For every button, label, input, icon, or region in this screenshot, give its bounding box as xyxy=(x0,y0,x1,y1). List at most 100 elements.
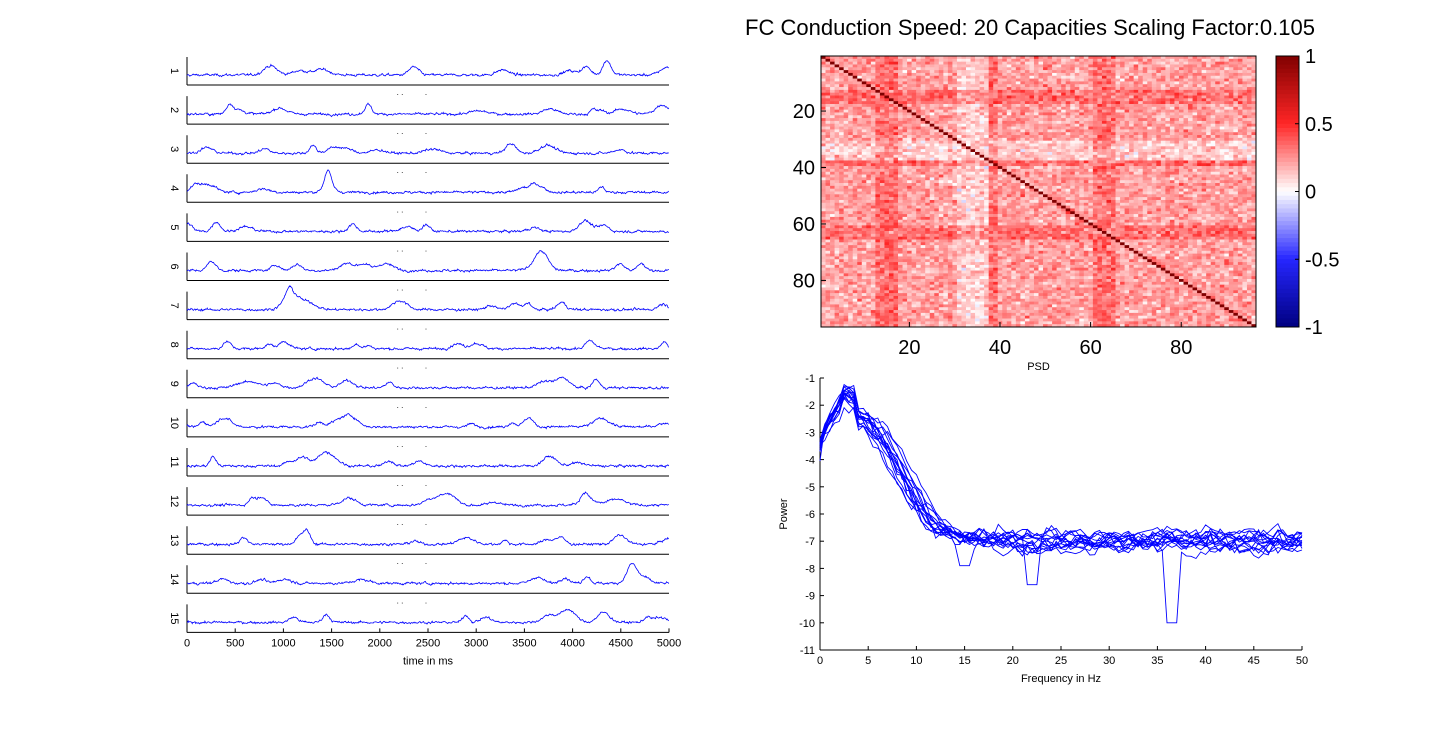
heatmap-cell xyxy=(839,163,844,167)
heatmap-cell xyxy=(1151,126,1157,130)
heatmap-cell xyxy=(1070,140,1076,144)
heatmap-cell xyxy=(956,151,962,156)
heatmap-cell xyxy=(888,154,894,158)
heatmap-cell xyxy=(1074,157,1080,161)
heatmap-cell xyxy=(861,72,867,77)
heatmap-cell xyxy=(938,106,944,110)
heatmap-cell xyxy=(1142,109,1148,113)
heatmap-cell xyxy=(979,140,985,144)
heatmap-cell xyxy=(1043,135,1048,139)
heatmap-cell xyxy=(875,81,881,85)
heatmap-cell xyxy=(1070,109,1076,113)
heatmap-cell xyxy=(1038,143,1044,147)
heatmap-cell xyxy=(1129,166,1134,170)
heatmap-cell xyxy=(956,70,962,74)
heatmap-cell xyxy=(929,180,935,184)
heatmap-cell xyxy=(1061,151,1066,156)
heatmap-cell xyxy=(1074,106,1080,110)
heatmap-cell xyxy=(938,149,944,153)
heatmap-cell xyxy=(1174,118,1180,122)
heatmap-cell xyxy=(925,171,931,175)
heatmap-cell xyxy=(947,61,953,65)
heatmap-cell xyxy=(1070,143,1076,147)
heatmap-cell xyxy=(1056,67,1062,71)
heatmap-cell xyxy=(843,70,849,74)
heatmap-cell xyxy=(848,157,854,161)
trace-line xyxy=(186,219,669,234)
heatmap-cell xyxy=(1106,140,1112,144)
heatmap-cell xyxy=(1142,174,1148,178)
heatmap-cell xyxy=(1201,89,1207,93)
heatmap-cell xyxy=(1224,129,1230,133)
heatmap-cell xyxy=(843,140,849,144)
heatmap-cell xyxy=(934,115,940,119)
heatmap-cell xyxy=(893,75,899,79)
heatmap-cell xyxy=(961,72,967,77)
heatmap-cell xyxy=(1024,188,1030,192)
heatmap-cell xyxy=(929,67,935,71)
heatmap-cell xyxy=(1242,87,1248,91)
heatmap-cell xyxy=(857,183,863,187)
heatmap-cell xyxy=(1006,118,1012,122)
heatmap-cell xyxy=(866,115,872,119)
heatmap-cell xyxy=(1224,143,1230,147)
heatmap-cell xyxy=(1147,163,1153,167)
heatmap-cell xyxy=(866,101,872,105)
x-tick-label: 4000 xyxy=(560,637,584,649)
heatmap-cell xyxy=(875,87,881,91)
heatmap-cell xyxy=(1156,146,1162,150)
heatmap-cell xyxy=(1088,129,1094,133)
heatmap-cell xyxy=(911,194,917,198)
heatmap-cell xyxy=(1188,137,1193,141)
heatmap-cell xyxy=(1237,70,1243,74)
heatmap-cell xyxy=(1242,123,1248,127)
heatmap-cell xyxy=(875,174,881,178)
heatmap-cell xyxy=(1169,146,1175,150)
heatmap-cell xyxy=(988,92,994,96)
heatmap-cell xyxy=(879,160,885,164)
heatmap-cell xyxy=(1111,194,1116,198)
heatmap-cell xyxy=(956,177,962,181)
heatmap-cell xyxy=(843,143,849,147)
heatmap-cell xyxy=(911,101,917,105)
heatmap-cell xyxy=(925,149,931,153)
heatmap-cell xyxy=(1233,137,1239,141)
heatmap-cell xyxy=(952,103,958,108)
heatmap-cell xyxy=(1124,87,1130,91)
heatmap-cell xyxy=(834,143,840,147)
heatmap-cell xyxy=(1115,171,1121,175)
heatmap-cell xyxy=(879,194,885,198)
heatmap-cell xyxy=(879,166,885,170)
heatmap-cell xyxy=(1101,160,1107,164)
heatmap-cell xyxy=(970,132,976,136)
heatmap-cell xyxy=(1142,132,1148,136)
heatmap-cell xyxy=(979,171,985,175)
heatmap-cell xyxy=(984,106,989,110)
heatmap-cell xyxy=(1029,106,1035,110)
heatmap-cell xyxy=(1056,171,1062,175)
heatmap-cell xyxy=(1065,75,1071,79)
heatmap-cell xyxy=(1178,188,1184,192)
heatmap-cell xyxy=(1174,106,1180,110)
heatmap-cell xyxy=(1210,163,1216,167)
heatmap-cell xyxy=(1215,137,1221,141)
heatmap-cell xyxy=(1169,132,1175,136)
heatmap-cell xyxy=(1206,135,1211,139)
heatmap-cell xyxy=(893,98,899,102)
heatmap-cell xyxy=(1015,101,1021,105)
heatmap-cell xyxy=(1192,146,1198,150)
heatmap-cell xyxy=(1006,194,1012,198)
heatmap-cell xyxy=(975,129,980,133)
heatmap-cell xyxy=(861,87,867,91)
heatmap-cell xyxy=(1160,123,1166,127)
heatmap-cell xyxy=(1088,174,1094,178)
heatmap-cell xyxy=(875,103,881,108)
heatmap-cell xyxy=(975,188,980,192)
heatmap-cell xyxy=(866,58,872,62)
heatmap-cell xyxy=(943,64,949,68)
heatmap-cell xyxy=(866,112,872,116)
heatmap-cell xyxy=(1147,106,1153,110)
heatmap-cell xyxy=(1088,166,1094,170)
heatmap-cell xyxy=(975,106,980,110)
heatmap-cell xyxy=(956,98,962,102)
